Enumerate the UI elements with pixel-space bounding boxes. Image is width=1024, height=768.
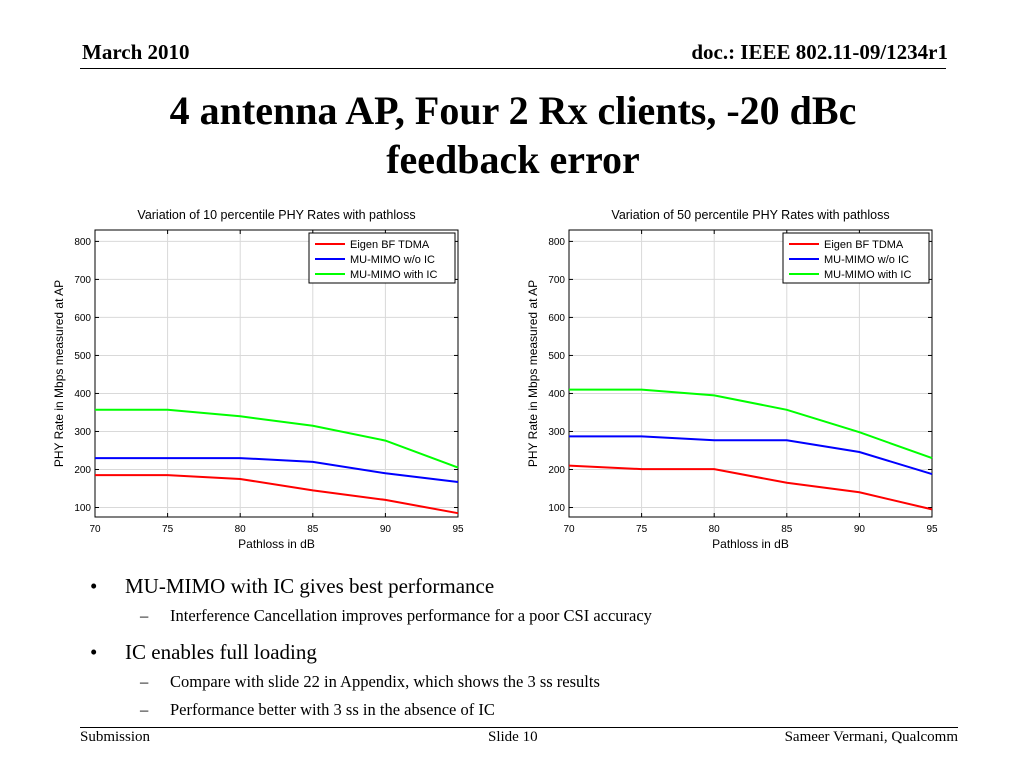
legend-label: Eigen BF TDMA [350, 239, 430, 251]
slide-title-line1: 4 antenna AP, Four 2 Rx clients, -20 dBc [169, 88, 857, 133]
y-tick-label: 100 [74, 503, 91, 514]
y-tick-label: 600 [74, 313, 91, 324]
y-tick-label: 300 [548, 427, 565, 438]
y-tick-label: 100 [548, 503, 565, 514]
legend-label: MU-MIMO w/o IC [824, 254, 909, 266]
x-axis-label: Pathloss in dB [712, 537, 789, 551]
header-doc-id: doc.: IEEE 802.11-09/1234r1 [691, 40, 948, 64]
footer-slide-number: Slide 10 [488, 729, 538, 745]
x-tick-label: 80 [235, 524, 247, 535]
series-line-eigen-bf-tdma [568, 464, 933, 511]
x-tick-label: 75 [636, 524, 648, 535]
plot-area-frame [94, 229, 459, 518]
legend-label: MU-MIMO with IC [824, 269, 911, 281]
x-tick-label: 90 [854, 524, 866, 535]
x-tick-label: 95 [926, 524, 938, 535]
legend-label: MU-MIMO w/o IC [350, 254, 435, 266]
bullet-item: • IC enables full loading [90, 640, 950, 664]
x-axis-label: Pathloss in dB [238, 537, 315, 551]
sub-bullet-text: Compare with slide 22 in Appendix, which… [170, 672, 600, 691]
legend-label: MU-MIMO with IC [350, 269, 437, 281]
x-tick-label: 70 [563, 524, 575, 535]
chart-10-percentile-svg: Variation of 10 percentile PHY Rates wit… [52, 208, 464, 551]
series-line-mu-mimo-w-o-ic [95, 457, 459, 484]
y-tick-label: 200 [548, 465, 565, 476]
sub-bullet-item: – Compare with slide 22 in Appendix, whi… [90, 672, 950, 692]
x-tick-label: 80 [709, 524, 721, 535]
chart-title: Variation of 10 percentile PHY Rates wit… [137, 208, 415, 222]
bullet-list: • MU-MIMO with IC gives best performance… [90, 574, 950, 728]
series-line-eigen-bf-tdma [95, 474, 459, 515]
x-tick-label: 95 [452, 524, 464, 535]
bullet-marker: • [90, 574, 98, 598]
bullet-marker: • [90, 640, 98, 664]
x-tick-label: 75 [162, 524, 174, 535]
footer-submission: Submission [80, 729, 151, 745]
y-axis-label: PHY Rate in Mbps measured at AP [52, 280, 66, 467]
series-line-mu-mimo-w-o-ic [569, 435, 933, 476]
y-tick-label: 200 [74, 465, 91, 476]
chart-title: Variation of 50 percentile PHY Rates wit… [611, 208, 889, 222]
y-tick-label: 600 [548, 313, 565, 324]
series-line-mu-mimo-with-ic [569, 388, 933, 460]
sub-bullet-item: – Performance better with 3 ss in the ab… [90, 700, 950, 720]
chart-50-percentile-svg: Variation of 50 percentile PHY Rates wit… [526, 208, 938, 551]
y-tick-label: 800 [74, 237, 91, 248]
header-rule [80, 68, 946, 69]
y-tick-label: 800 [548, 237, 565, 248]
sub-bullet-text: Performance better with 3 ss in the abse… [170, 700, 495, 719]
sub-bullet-item: – Interference Cancellation improves per… [90, 606, 950, 626]
y-tick-label: 700 [548, 275, 565, 286]
header-date: March 2010 [82, 40, 190, 64]
x-tick-label: 90 [380, 524, 392, 535]
sub-bullet-marker: – [140, 672, 149, 691]
footer-rule [80, 727, 958, 728]
y-tick-label: 700 [74, 275, 91, 286]
footer-author: Sameer Vermani, Qualcomm [784, 729, 958, 745]
y-tick-label: 500 [74, 351, 91, 362]
sub-bullet-text: Interference Cancellation improves perfo… [170, 606, 652, 625]
y-tick-label: 300 [74, 427, 91, 438]
bullet-item: • MU-MIMO with IC gives best performance [90, 574, 950, 598]
y-tick-label: 400 [74, 389, 91, 400]
bullet-text: MU-MIMO with IC gives best performance [125, 574, 495, 598]
bullet-text: IC enables full loading [125, 640, 317, 664]
x-tick-label: 85 [781, 524, 793, 535]
series-line-mu-mimo-with-ic [95, 408, 459, 469]
plot-area-frame [568, 229, 933, 518]
y-axis-label: PHY Rate in Mbps measured at AP [526, 280, 540, 467]
slide-title: 4 antenna AP, Four 2 Rx clients, -20 dBc… [80, 86, 946, 184]
slide-title-line2: feedback error [386, 137, 640, 182]
legend-label: Eigen BF TDMA [824, 239, 904, 251]
y-tick-label: 500 [548, 351, 565, 362]
chart-10-percentile: Variation of 10 percentile PHY Rates wit… [50, 202, 470, 552]
y-tick-label: 400 [548, 389, 565, 400]
sub-bullet-marker: – [140, 700, 149, 719]
x-tick-label: 70 [89, 524, 101, 535]
sub-bullet-marker: – [140, 606, 149, 625]
chart-50-percentile: Variation of 50 percentile PHY Rates wit… [524, 202, 944, 552]
x-tick-label: 85 [307, 524, 319, 535]
